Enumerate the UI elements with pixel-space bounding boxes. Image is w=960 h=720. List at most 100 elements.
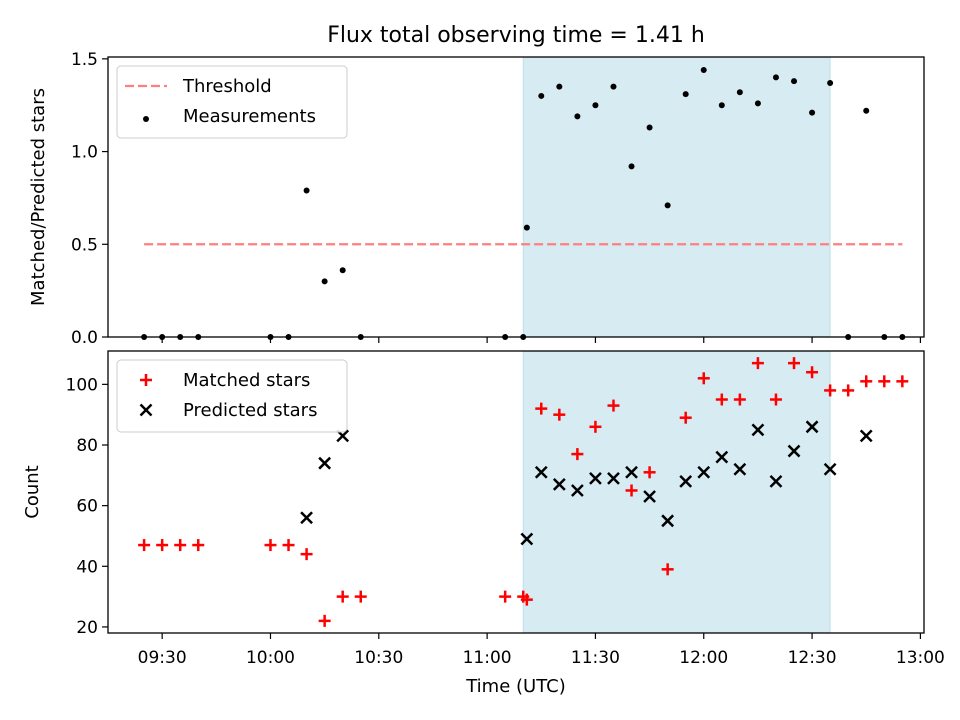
legend-marker	[143, 116, 149, 122]
y-axis-label: Matched/Predicted stars	[28, 88, 49, 306]
series-matched-stars	[138, 357, 909, 627]
data-point	[664, 202, 671, 209]
data-point	[628, 163, 635, 170]
data-point	[552, 478, 566, 491]
x-tick-label: 11:00	[463, 648, 512, 668]
data-point	[824, 384, 837, 397]
data-point	[138, 539, 151, 552]
data-point	[607, 471, 620, 485]
x-tick-label: 13:00	[896, 648, 945, 668]
y-tick-label: 40	[76, 557, 98, 577]
legend-box	[116, 65, 348, 139]
data-point	[736, 89, 743, 96]
legend-entry: Matched stars	[140, 370, 310, 391]
data-point	[336, 590, 349, 603]
data-point	[174, 539, 187, 552]
data-point-b	[625, 465, 638, 479]
panel-ratio: 0.0 0.5 1.0 1.5 Matched/Predicted stars Thres…	[28, 50, 925, 348]
data-point	[574, 113, 581, 120]
data-point	[827, 79, 834, 86]
data-point	[769, 475, 783, 488]
x-tick-label: 12:00	[679, 648, 728, 668]
data-point	[592, 102, 599, 109]
y-tick-label: 100	[66, 375, 98, 395]
data-point	[860, 375, 873, 388]
data-point-b	[823, 462, 837, 476]
legend-label: Matched stars	[183, 370, 310, 391]
data-point	[643, 490, 656, 503]
data-point	[300, 548, 313, 561]
data-point-b	[769, 475, 783, 488]
data-point	[571, 448, 584, 461]
series-measurements	[141, 66, 906, 340]
data-point	[697, 465, 711, 479]
data-point-b	[733, 462, 747, 476]
data-point-b	[697, 465, 711, 479]
data-point	[700, 66, 707, 73]
data-point-b	[787, 444, 801, 458]
data-point	[788, 357, 801, 370]
data-point-b	[805, 420, 819, 434]
data-point-b	[570, 484, 584, 497]
data-point-b	[751, 423, 765, 437]
data-point	[679, 411, 692, 424]
data-point-b	[715, 450, 729, 464]
x-axis-label: Time (UTC)	[465, 676, 566, 697]
data-point	[733, 393, 746, 406]
x-tick-label: 09:30	[138, 648, 187, 668]
y-tick-label: 0.5	[71, 235, 98, 255]
x-tick-label: 10:30	[354, 648, 403, 668]
data-point	[553, 408, 566, 421]
data-point	[809, 109, 816, 116]
data-point	[643, 466, 656, 479]
y-tick-label: 60	[76, 497, 98, 517]
legend-entry: Predicted stars	[139, 400, 317, 421]
data-point	[589, 420, 602, 433]
legend-entry: Threshold	[125, 76, 272, 97]
data-point	[842, 384, 855, 397]
data-point	[646, 124, 653, 131]
data-point	[535, 402, 548, 415]
data-point	[520, 593, 533, 606]
legend-marker	[140, 374, 152, 386]
legend-label: Predicted stars	[183, 400, 317, 421]
data-point	[806, 366, 819, 379]
data-point	[523, 224, 530, 231]
data-point	[697, 372, 710, 385]
data-point-b	[859, 429, 873, 443]
data-point	[718, 102, 725, 109]
data-point	[682, 91, 689, 98]
data-point-b	[318, 456, 332, 470]
y-tick-label: 80	[76, 436, 98, 456]
series-predicted-stars	[300, 420, 873, 546]
data-point	[715, 393, 728, 406]
data-point-b	[520, 532, 534, 546]
y-tick-label: 1.5	[71, 50, 98, 70]
data-point	[754, 100, 761, 107]
data-point	[772, 74, 779, 81]
data-point-b	[300, 511, 313, 525]
shaded-interval	[522, 350, 831, 634]
data-point	[339, 267, 346, 274]
chart-title: Flux total observing time = 1.41 h	[327, 23, 705, 48]
data-point	[321, 278, 328, 285]
data-point	[859, 429, 873, 443]
axes-frame	[107, 56, 925, 338]
legend-entry: Measurements	[143, 106, 316, 127]
data-point	[625, 465, 638, 479]
data-point	[282, 539, 295, 552]
data-point	[715, 450, 729, 464]
data-point	[769, 393, 782, 406]
data-point	[556, 83, 563, 90]
data-point	[751, 423, 765, 437]
data-point	[570, 484, 584, 497]
data-point	[610, 83, 617, 90]
panel-counts: 20 40 60 80 100 09:30 10:00 10:30 11:00 11:30 12:0…	[22, 350, 945, 668]
data-point	[156, 539, 169, 552]
data-point-b	[607, 471, 620, 485]
data-point	[805, 420, 819, 434]
legend-marker-b	[139, 403, 153, 417]
data-point	[318, 456, 332, 470]
x-tick-label: 10:00	[246, 648, 295, 668]
